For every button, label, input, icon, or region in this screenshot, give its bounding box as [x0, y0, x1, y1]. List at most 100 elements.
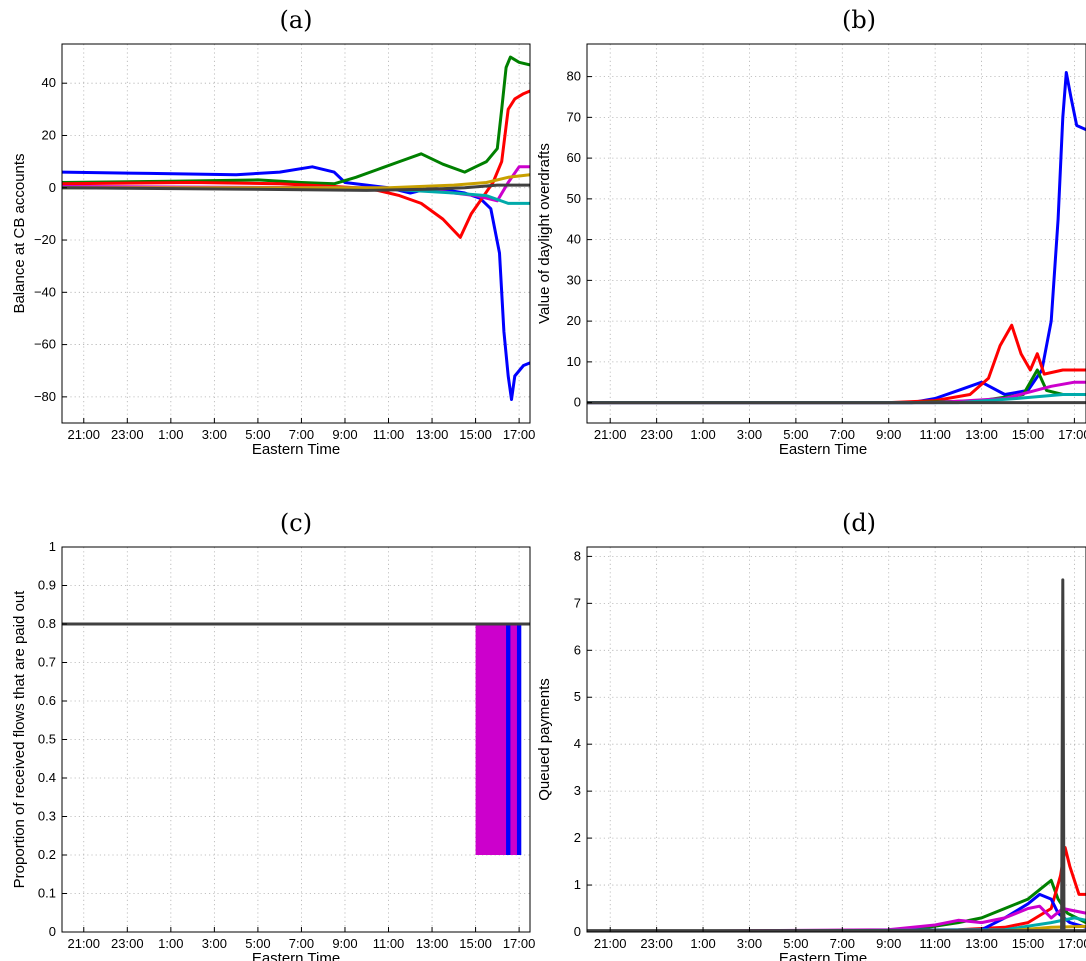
- panel-2-x-tick-label: 13:00: [965, 427, 998, 442]
- panel-1-series-line-1: [62, 165, 530, 401]
- panel-4-x-tick-label: 23:00: [640, 936, 673, 951]
- panel-2-x-axis-label: Eastern Time: [779, 441, 867, 458]
- panel-4-y-tick-label: 7: [574, 595, 581, 610]
- panel-4-y-tick-label: 0: [574, 924, 581, 939]
- panel-1-x-tick-label: 21:00: [67, 427, 100, 442]
- panel-2-y-tick-label: 80: [567, 69, 581, 84]
- panel-2-x-tick-label: 21:00: [594, 427, 627, 442]
- panel-4-x-tick-label: 7:00: [830, 936, 855, 951]
- panel-3-x-tick-label: 15:00: [459, 936, 492, 951]
- panel-1-x-tick-label: 9:00: [332, 427, 357, 442]
- panel-2-y-tick-label: 30: [567, 272, 581, 287]
- panel-4-y-tick-label: 2: [574, 830, 581, 845]
- panel-1-x-tick-label: 1:00: [158, 427, 183, 442]
- panel-4-frame: [586, 546, 1086, 933]
- panel-1-y-tick-label: −80: [34, 389, 56, 404]
- panel-3-y-tick-label: 1: [49, 539, 56, 554]
- panel-3-x-tick-label: 1:00: [158, 936, 183, 951]
- panel-4-y-tick-label: 3: [574, 783, 581, 798]
- panel-3-x-tick-label: 5:00: [245, 936, 270, 951]
- panel-2-y-tick-label: 0: [574, 395, 581, 410]
- panel-4-y-tick-label: 8: [574, 548, 581, 563]
- panel-3-x-tick-label: 11:00: [373, 936, 405, 951]
- panel-4-x-tick-label: 21:00: [594, 936, 627, 951]
- panel-3-y-tick-label: 0.8: [38, 616, 56, 631]
- panel-4-series-line-4: [587, 904, 1086, 932]
- panel-1-grid: [62, 44, 530, 423]
- panel-1-x-tick-label: 23:00: [111, 427, 144, 442]
- panel-2-y-tick-label: 70: [567, 109, 581, 124]
- panel-4-series-line-2: [587, 846, 1086, 932]
- panel-1-series-line-2: [62, 55, 530, 186]
- panel-4: 8 7 6 5 4 3 2 1 0 21:00 23:00 1:00 3:00 5:00 7:00 9:00 1…: [536, 509, 1086, 961]
- panel-3-y-tick-label: 0.1: [38, 886, 56, 901]
- panel-3-band-3: [516, 624, 522, 855]
- panel-3-y-tick-label: 0.9: [38, 578, 56, 593]
- panel-1-x-tick-label: 11:00: [373, 427, 405, 442]
- panel-4-x-tick-label: 17:00: [1058, 936, 1086, 951]
- panel-4-grid: [587, 547, 1086, 933]
- panel-2-grid: [587, 44, 1086, 423]
- panel-2-x-tick-label: 9:00: [876, 427, 901, 442]
- panel-2-frame: [586, 43, 1086, 424]
- panel-1-x-tick-label: 3:00: [202, 427, 227, 442]
- panel-4-x-tick-label: 13:00: [965, 936, 998, 951]
- panel-1-x-axis-label: Eastern Time: [252, 441, 340, 458]
- panel-1-y-tick-label: −60: [34, 337, 56, 352]
- panel-4-x-tick-label: 5:00: [783, 936, 808, 951]
- panel-4-x-tick-label: 11:00: [919, 936, 951, 951]
- panel-2-y-tick-label: 60: [567, 150, 581, 165]
- panel-2-marks: [587, 71, 1086, 405]
- panel-4-y-tick-label: 4: [574, 736, 581, 751]
- panel-3-marks: [62, 622, 530, 855]
- panel-3-y-tick-label: 0.3: [38, 809, 56, 824]
- panel-2-y-tick-label: 10: [567, 354, 581, 369]
- panel-3-grid: [62, 546, 530, 933]
- panel-1-y-tick-label: −40: [34, 284, 56, 299]
- panel-4-x-tick-label: 1:00: [690, 936, 715, 951]
- panel-4-y-tick-label: 5: [574, 689, 581, 704]
- panel-4-x-axis-label: Eastern Time: [779, 950, 867, 961]
- panel-1-y-tick-label: −20: [34, 232, 56, 247]
- panel-1-title: (a): [279, 6, 312, 34]
- panel-4-x-tick-label: 3:00: [737, 936, 762, 951]
- panel-3-y-tick-label: 0.5: [38, 732, 56, 747]
- panel-4-x-tick-label: 9:00: [876, 936, 901, 951]
- panel-2-x-tick-label: 11:00: [919, 427, 951, 442]
- panel-2-x-tick-label: 5:00: [783, 427, 808, 442]
- panel-2-title: (b): [842, 6, 876, 34]
- panel-1-y-tick-label: 0: [49, 180, 56, 195]
- panel-3-band-2: [506, 624, 511, 855]
- panel-1-series-line-3: [62, 89, 530, 239]
- panel-1-x-tick-label: 7:00: [289, 427, 314, 442]
- panel-2-y-tick-label: 20: [567, 313, 581, 328]
- panel-3-y-axis-label: Proportion of received flows that are pa…: [11, 590, 28, 889]
- panel-3-y-tick-label: 0.7: [38, 655, 56, 670]
- panel-2-x-tick-label: 15:00: [1012, 427, 1045, 442]
- panel-3-x-tick-label: 3:00: [202, 936, 227, 951]
- panel-4-series-line-1: [587, 878, 1086, 932]
- panel-1: 40 20 0 −20 −40 −60 −80 21:00 23:00 1:00 3:00 5:00 7…: [11, 6, 535, 458]
- panel-3-x-tick-label: 9:00: [332, 936, 357, 951]
- panel-2: 80 70 60 50 40 30 20 10 0 21:00 23:00 1:00 3:00 5:00 7…: [536, 6, 1086, 458]
- panel-4-series-line-7: [587, 578, 1086, 932]
- panel-3-x-axis-label: Eastern Time: [252, 950, 340, 961]
- panel-4-x-tick-label: 15:00: [1012, 936, 1045, 951]
- panel-4-y-axis-label: Queued payments: [536, 678, 553, 801]
- panel-3-frame: [61, 546, 531, 933]
- panel-2-y-tick-label: 50: [567, 191, 581, 206]
- panel-3-x-tick-label: 13:00: [416, 936, 449, 951]
- panel-2-x-tick-label: 7:00: [830, 427, 855, 442]
- panel-2-x-tick-label: 1:00: [690, 427, 715, 442]
- panel-4-marks: [587, 578, 1086, 932]
- panel-3-y-tick-label: 0.6: [38, 693, 56, 708]
- panel-2-y-tick-label: 40: [567, 232, 581, 247]
- panel-3-y-tick-label: 0.4: [38, 770, 56, 785]
- panel-4-y-tick-label: 6: [574, 642, 581, 657]
- panel-1-y-axis-label: Balance at CB accounts: [11, 153, 28, 313]
- panel-2-x-tick-label: 17:00: [1058, 427, 1086, 442]
- panel-1-y-tick-label: 20: [42, 127, 56, 142]
- panel-1-y-tick-label: 40: [42, 75, 56, 90]
- panel-1-x-tick-label: 15:00: [459, 427, 492, 442]
- panel-1-x-tick-label: 13:00: [416, 427, 449, 442]
